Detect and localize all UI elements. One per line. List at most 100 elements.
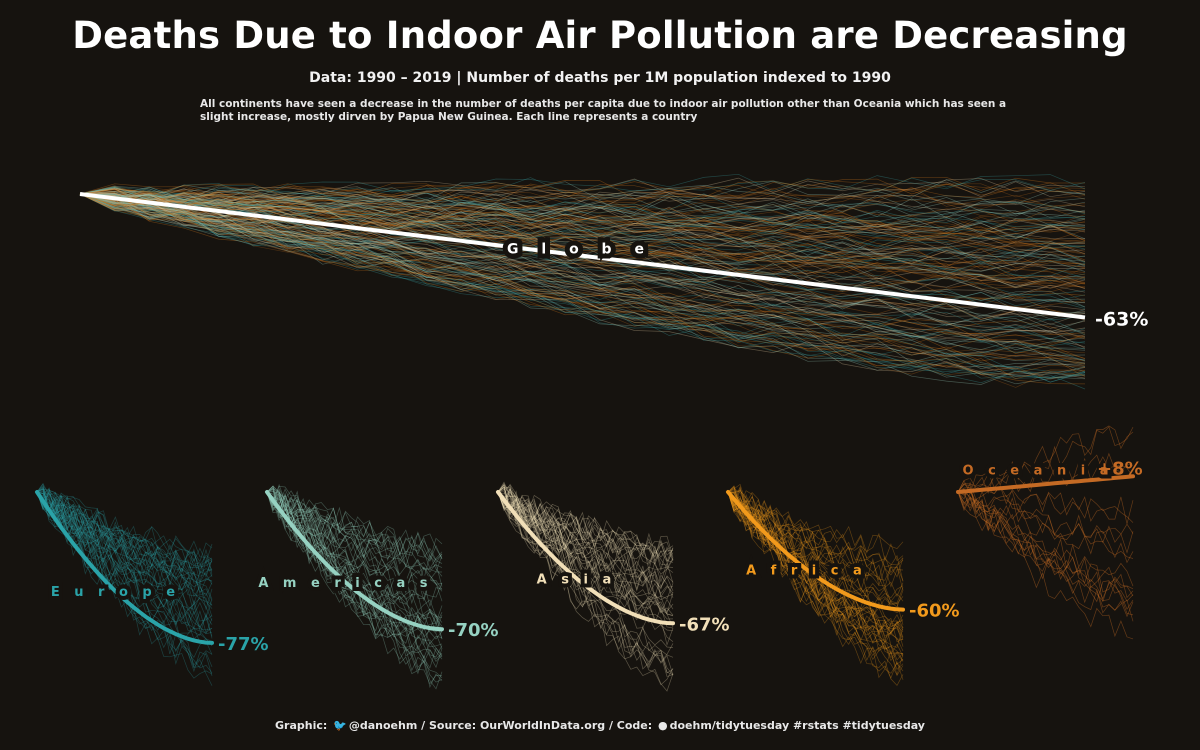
country-line: [79, 193, 1086, 300]
twitter-handle[interactable]: @danoehm: [348, 719, 418, 732]
country-line: [36, 491, 213, 647]
country-line: [497, 484, 674, 599]
country-line: [727, 491, 904, 647]
country-line: [79, 190, 1086, 214]
asia-change-label: -67%: [679, 614, 730, 635]
country-line: [79, 187, 1086, 254]
country-line: [79, 189, 1086, 245]
country-line: [79, 183, 1086, 202]
country-line: [79, 193, 1086, 269]
caption-code[interactable]: doehm/tidytuesday #rstats #tidytuesday: [669, 719, 925, 732]
country-line: [79, 193, 1086, 255]
country-line: [79, 189, 1086, 229]
country-line: [266, 491, 443, 683]
country-line: [957, 490, 1134, 564]
country-line: [79, 181, 1086, 203]
country-line: [79, 193, 1086, 379]
country-line: [79, 185, 1086, 217]
country-line: [727, 491, 904, 613]
country-line: [36, 484, 213, 598]
country-line: [79, 193, 1086, 234]
country-line: [79, 193, 1086, 346]
country-line: [727, 491, 904, 640]
country-line: [957, 491, 1134, 618]
americas-label: A m e r i c a s: [258, 576, 432, 591]
country-line: [79, 193, 1086, 325]
country-line: [497, 491, 674, 601]
country-line: [266, 488, 443, 561]
country-line: [727, 491, 904, 631]
country-line: [957, 485, 1134, 523]
country-line: [79, 193, 1086, 240]
country-line: [957, 491, 1134, 603]
country-line: [497, 485, 674, 562]
country-line: [497, 488, 674, 571]
country-line: [79, 193, 1086, 370]
country-line: [36, 488, 213, 633]
country-line: [266, 491, 443, 690]
country-line: [727, 490, 904, 581]
country-line: [79, 193, 1086, 244]
country-line: [36, 491, 213, 579]
country-line: [266, 488, 443, 649]
country-line: [497, 491, 674, 692]
country-line: [497, 483, 674, 565]
country-line: [727, 491, 904, 661]
country-line: [79, 193, 1086, 388]
country-line: [79, 190, 1085, 235]
country-line: [79, 193, 1086, 253]
country-line: [79, 193, 1086, 271]
country-line: [727, 486, 904, 629]
country-line: [497, 491, 674, 616]
country-line: [79, 193, 1086, 258]
country-line: [957, 488, 1134, 640]
country-line: [79, 186, 1086, 242]
country-line: [957, 452, 1134, 495]
country-line: [79, 193, 1086, 373]
country-line: [497, 485, 674, 575]
country-line: [727, 485, 904, 581]
country-line: [36, 488, 213, 578]
country-line: [79, 193, 1086, 235]
country-line: [36, 491, 213, 609]
country-line: [79, 193, 1086, 262]
country-line: [79, 173, 1086, 201]
country-line: [497, 488, 674, 596]
country-line: [79, 193, 1086, 264]
country-line: [79, 193, 1086, 351]
country-line: [266, 491, 443, 639]
country-line: [497, 486, 674, 558]
country-line: [727, 491, 904, 588]
country-line: [79, 193, 1086, 321]
asia-highlight-line: [496, 490, 675, 626]
country-line: [79, 192, 1086, 224]
country-line: [36, 487, 213, 637]
country-line: [727, 491, 904, 677]
country-line: [79, 188, 1086, 216]
country-line: [79, 193, 1086, 284]
country-line: [79, 193, 1086, 265]
country-line: [266, 489, 443, 564]
country-line: [79, 193, 1086, 333]
country-line: [497, 491, 674, 564]
country-line: [497, 491, 674, 676]
country-line: [79, 188, 1086, 244]
country-line: [79, 193, 1086, 390]
country-line: [79, 193, 1086, 243]
country-line: [497, 491, 674, 676]
americas-highlight-line: [265, 490, 444, 632]
panel-europe: E u r o p e -77%: [35, 482, 269, 686]
country-line: [957, 426, 1134, 493]
country-line: [497, 491, 674, 620]
oceania-label: O c e a n i a: [963, 463, 1114, 478]
country-line: [79, 193, 1086, 338]
country-line: [266, 491, 443, 623]
page-title: Deaths Due to Indoor Air Pollution are D…: [72, 14, 1128, 57]
country-line: [79, 192, 1086, 259]
country-line: [79, 193, 1086, 380]
country-line: [36, 488, 213, 618]
country-line: [79, 191, 1086, 295]
country-line: [36, 491, 213, 575]
country-line: [79, 192, 1086, 272]
country-line: [79, 193, 1086, 250]
